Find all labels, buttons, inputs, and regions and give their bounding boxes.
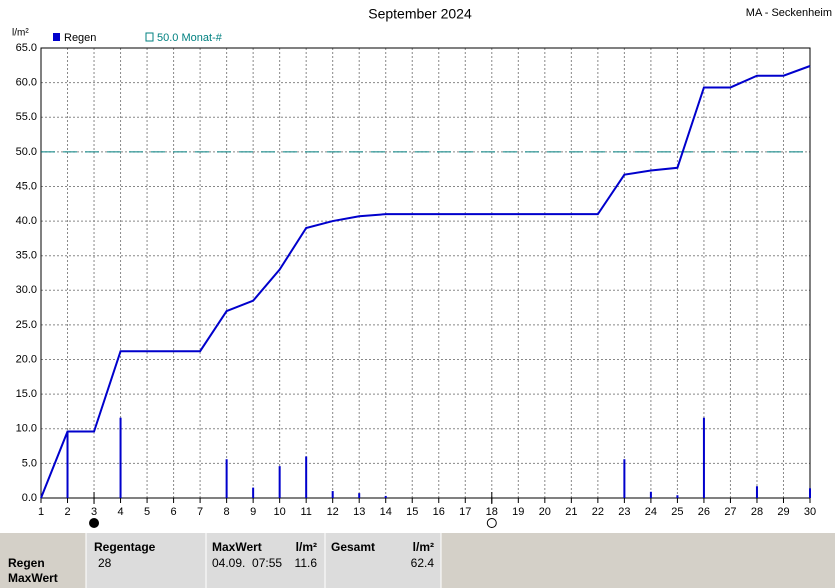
y-tick-label: 25.0	[16, 319, 37, 331]
y-tick-label: 30.0	[16, 284, 37, 296]
y-tick-label: 0.0	[22, 492, 37, 504]
bar	[676, 495, 679, 498]
chart-subtitle: MA - Seckenheim	[746, 7, 832, 19]
row-label: Regen	[8, 556, 45, 570]
legend-swatch	[145, 32, 154, 42]
x-tick-label: 18	[486, 506, 498, 518]
bar	[119, 417, 122, 498]
y-tick-label: 5.0	[22, 457, 37, 469]
legend-swatch	[53, 33, 60, 41]
bar	[649, 491, 652, 498]
x-tick-label: 4	[117, 506, 123, 518]
y-tick-label: 55.0	[16, 111, 37, 123]
x-tick-label: 24	[645, 506, 657, 518]
bar	[702, 417, 705, 498]
x-tick-label: 13	[353, 506, 365, 518]
x-tick-label: 30	[804, 506, 816, 518]
x-tick-label: 28	[751, 506, 763, 518]
x-tick-label: 12	[327, 506, 339, 518]
y-tick-label: 50.0	[16, 146, 37, 158]
column-header: Gesamt	[331, 540, 375, 554]
x-tick-label: 5	[144, 506, 150, 518]
x-tick-label: 26	[698, 506, 710, 518]
y-tick-label: 65.0	[16, 42, 37, 54]
y-tick-label: 35.0	[16, 250, 37, 262]
bar	[331, 491, 334, 498]
bar	[755, 486, 758, 498]
bar	[358, 493, 361, 498]
column-unit: l/m²	[296, 540, 317, 554]
x-tick-label: 6	[171, 506, 177, 518]
y-tick-label: 40.0	[16, 215, 37, 227]
x-tick-label: 2	[64, 506, 70, 518]
cell: 11.6	[295, 556, 318, 570]
y-tick-label: 60.0	[16, 77, 37, 89]
x-tick-label: 21	[565, 506, 577, 518]
bar	[305, 456, 308, 498]
x-tick-label: 7	[197, 506, 203, 518]
x-tick-label: 14	[380, 506, 392, 518]
x-tick-label: 10	[274, 506, 286, 518]
x-tick-label: 3	[91, 506, 97, 518]
column-header: Regentage	[94, 540, 156, 554]
x-tick-label: 15	[406, 506, 418, 518]
x-tick-label: 29	[777, 506, 789, 518]
legend-label: Regen	[64, 32, 96, 44]
x-tick-label: 9	[250, 506, 256, 518]
bar	[623, 459, 626, 498]
cell: 28	[98, 556, 112, 570]
bar	[809, 488, 811, 498]
x-tick-label: 23	[618, 506, 630, 518]
cell: 04.09. 07:55	[212, 556, 282, 570]
bar	[278, 466, 281, 498]
bar	[225, 459, 228, 498]
x-tick-label: 27	[724, 506, 736, 518]
cell: 62.4	[411, 556, 435, 570]
legend-label: 50.0 Monat-#	[157, 32, 223, 44]
bar	[252, 487, 255, 498]
chart-title: September 2024	[368, 6, 472, 22]
x-tick-label: 22	[592, 506, 604, 518]
x-tick-label: 19	[512, 506, 524, 518]
column-header: MaxWert	[212, 540, 262, 554]
table-body	[86, 533, 441, 588]
x-tick-label: 8	[224, 506, 230, 518]
y-tick-label: 10.0	[16, 423, 37, 435]
x-tick-label: 1	[38, 506, 44, 518]
moon-marker	[486, 518, 497, 528]
column-unit: l/m²	[413, 540, 434, 554]
bar	[66, 431, 69, 498]
y-tick-label: 15.0	[16, 388, 37, 400]
x-tick-label: 16	[433, 506, 445, 518]
line	[40, 65, 811, 499]
x-tick-label: 20	[539, 506, 551, 518]
plot-frame	[40, 47, 811, 499]
row-label: MaxWert	[8, 571, 58, 585]
x-tick-label: 17	[459, 506, 471, 518]
y-tick-label: 20.0	[16, 353, 37, 365]
x-tick-label: 11	[300, 506, 311, 518]
y-tick-label: 45.0	[16, 180, 37, 192]
y-axis-label: l/m²	[12, 28, 29, 39]
bar	[384, 495, 387, 498]
moon-marker	[89, 518, 100, 528]
x-tick-label: 25	[671, 506, 683, 518]
